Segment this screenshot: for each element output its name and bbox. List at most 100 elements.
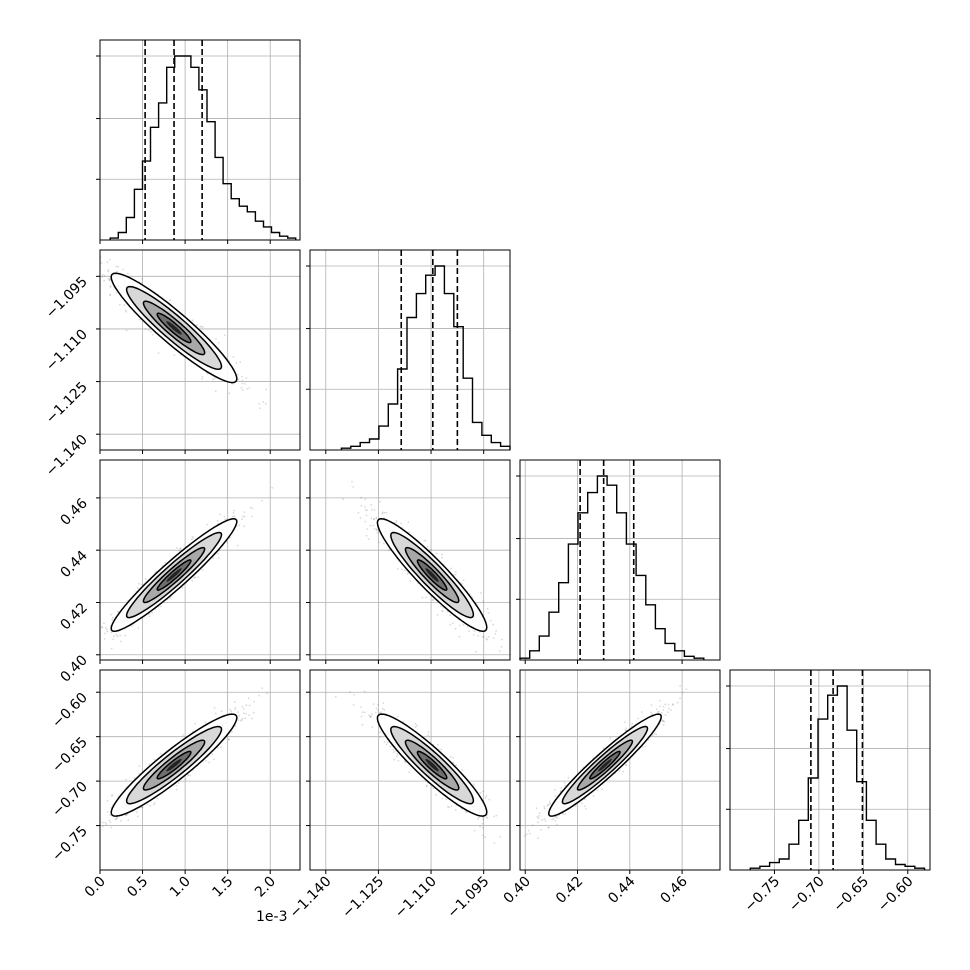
density-level-4 [166, 321, 182, 335]
sample-point [226, 541, 229, 544]
sample-point [441, 797, 444, 800]
sample-point [548, 826, 550, 829]
sample-point [378, 711, 381, 714]
sample-point [119, 634, 122, 637]
sample-point [212, 557, 215, 559]
sample-point [244, 382, 246, 385]
sample-point [225, 518, 228, 520]
sample-point [364, 711, 366, 714]
sample-point [552, 818, 555, 820]
sample-point [462, 579, 465, 582]
sample-point [180, 547, 182, 550]
sample-point [212, 378, 215, 381]
sample-point [245, 712, 247, 715]
sample-point [364, 506, 366, 508]
sample-point [204, 721, 207, 724]
sample-point [265, 402, 267, 405]
sample-point [489, 619, 492, 622]
sample-point [208, 761, 211, 764]
sample-point [266, 692, 268, 695]
sample-point [385, 511, 388, 514]
sample-point [359, 517, 362, 519]
sample-point [403, 569, 406, 572]
contour-line-2 [142, 546, 206, 604]
sample-point [437, 743, 439, 746]
sample-point [661, 720, 664, 723]
sample-point [240, 386, 243, 389]
sample-point [199, 325, 202, 328]
sample-point [415, 724, 418, 727]
sample-point [123, 304, 126, 306]
sample-point [110, 826, 112, 829]
sample-point [662, 709, 665, 711]
sample-point [116, 817, 119, 820]
sample-point [371, 713, 373, 716]
sample-point [375, 529, 378, 531]
sample-point [393, 758, 396, 761]
contour-line-2 [142, 739, 206, 791]
sample-point [432, 598, 435, 601]
sample-point [249, 506, 252, 509]
sample-point [130, 625, 133, 627]
sample-point [116, 635, 119, 638]
scatter-background [520, 670, 720, 870]
sample-point [156, 797, 159, 800]
sample-point [230, 710, 233, 713]
hist-background [730, 670, 930, 870]
sample-point [251, 507, 254, 510]
sample-point [493, 637, 495, 639]
sample-point [111, 793, 114, 796]
sample-point [217, 552, 219, 555]
sample-point [435, 794, 437, 796]
scatter-clip-group [100, 256, 268, 410]
sample-point [436, 614, 439, 616]
scatter-clip-group [100, 486, 274, 650]
sample-point [483, 635, 485, 638]
sample-point [392, 748, 395, 751]
sample-point [556, 823, 558, 826]
sample-point [201, 375, 204, 378]
sample-point [381, 512, 384, 515]
sample-point [454, 627, 457, 630]
hist-frame [99, 39, 301, 241]
sample-point [245, 704, 248, 706]
sample-point [119, 303, 121, 306]
sample-point [435, 552, 438, 555]
scatter-background [310, 670, 510, 870]
sample-point [108, 258, 111, 261]
sample-point [388, 549, 391, 552]
sample-point [141, 277, 144, 280]
sample-point [396, 753, 399, 756]
sample-point [400, 522, 402, 525]
sample-point [229, 536, 232, 539]
scatter-panel-1-3 [306, 669, 511, 874]
sample-point [104, 821, 107, 824]
sample-point [138, 765, 141, 768]
sample-point [381, 511, 384, 514]
sample-point [360, 715, 363, 718]
sample-point [360, 504, 363, 507]
sample-point [112, 638, 115, 641]
sample-point [217, 341, 220, 344]
sample-point [106, 630, 109, 633]
sample-point [232, 512, 235, 514]
sample-point [109, 294, 111, 296]
sample-point [136, 587, 139, 590]
sample-point [144, 328, 147, 331]
hist-steps-0 [109, 55, 297, 241]
sample-point [103, 274, 106, 277]
sample-point [216, 520, 219, 522]
sample-point [116, 270, 118, 273]
sample-point [650, 704, 653, 706]
sample-point [192, 730, 194, 733]
sample-point [452, 573, 455, 576]
sample-point [406, 573, 409, 575]
sample-point [192, 537, 195, 539]
sample-point [124, 814, 127, 817]
sample-point [524, 834, 526, 837]
sample-point [103, 279, 105, 282]
sample-point [253, 700, 256, 703]
sample-point [421, 596, 424, 599]
sample-point [361, 723, 364, 726]
sample-point [623, 721, 626, 724]
